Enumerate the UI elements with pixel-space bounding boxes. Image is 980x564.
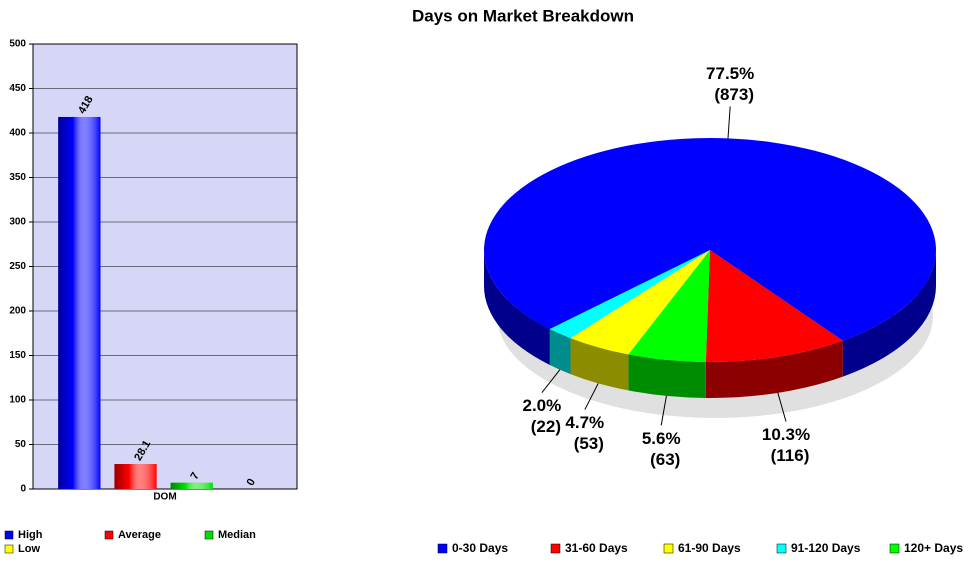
legend-swatch <box>550 543 561 554</box>
pie-slice <box>549 250 710 339</box>
y-tick-label: 500 <box>9 39 26 50</box>
pie-slice-side <box>570 338 629 391</box>
bar-shine <box>58 116 101 489</box>
legend-label: 120+ Days <box>904 541 963 555</box>
legend-swatch <box>4 530 14 540</box>
bar-shine <box>170 482 213 489</box>
y-tick-label: 0 <box>20 484 26 495</box>
value-label: 7 <box>188 470 201 481</box>
bar-shine <box>114 463 157 489</box>
x-tick-label: DOM <box>153 492 176 503</box>
pie-slice-side <box>549 329 571 375</box>
legend-swatch <box>204 530 214 540</box>
y-tick-label: 150 <box>9 350 26 361</box>
leader-line <box>777 392 787 422</box>
y-tick-label: 400 <box>9 128 26 139</box>
legend-label: 91-120 Days <box>791 541 861 555</box>
y-tick-label: 100 <box>9 395 26 406</box>
legend-label: 31-60 Days <box>565 541 628 555</box>
pie-slice-side <box>842 250 936 377</box>
pie-slice <box>484 138 936 341</box>
legend-swatch <box>776 543 787 554</box>
value-label: (63) <box>650 450 680 469</box>
pie-slice <box>570 250 710 355</box>
legend-label: 61-90 Days <box>678 541 741 555</box>
leader-line <box>584 383 599 410</box>
value-label: (116) <box>771 446 810 465</box>
percent-label: 77.5% <box>706 64 754 83</box>
legend-swatch <box>437 543 448 554</box>
pie-slice-side <box>705 340 843 398</box>
leader-line <box>727 106 731 139</box>
y-tick-label: 50 <box>15 439 27 450</box>
pie-slice-side <box>628 354 706 398</box>
legend-label: Median <box>218 529 256 541</box>
value-label: (53) <box>574 434 604 453</box>
y-tick-label: 300 <box>9 217 26 228</box>
legend-swatch <box>4 544 14 554</box>
percent-label: 2.0% <box>522 396 561 415</box>
legend-swatch <box>889 543 900 554</box>
leader-line <box>660 395 667 426</box>
value-label: (22) <box>531 417 561 436</box>
legend-label: Low <box>18 543 40 555</box>
legend-label: 0-30 Days <box>452 541 508 555</box>
legend-label: High <box>18 529 43 541</box>
value-label: (873) <box>714 85 754 104</box>
legend-swatch <box>104 530 114 540</box>
leader-line <box>541 369 561 393</box>
pie-slice <box>628 250 710 362</box>
chart-title: Days on Market Breakdown <box>412 6 634 25</box>
y-tick-label: 450 <box>9 83 26 94</box>
y-tick-label: 250 <box>9 261 26 272</box>
y-tick-label: 200 <box>9 306 26 317</box>
percent-label: 5.6% <box>642 429 681 448</box>
y-tick-label: 350 <box>9 172 26 183</box>
pie-slice <box>705 250 843 363</box>
percent-label: 10.3% <box>762 425 810 444</box>
value-label: 0 <box>245 477 258 488</box>
legend-label: Average <box>118 529 161 541</box>
legend-swatch <box>663 543 674 554</box>
percent-label: 4.7% <box>565 413 604 432</box>
pie-slice-side <box>484 250 550 366</box>
